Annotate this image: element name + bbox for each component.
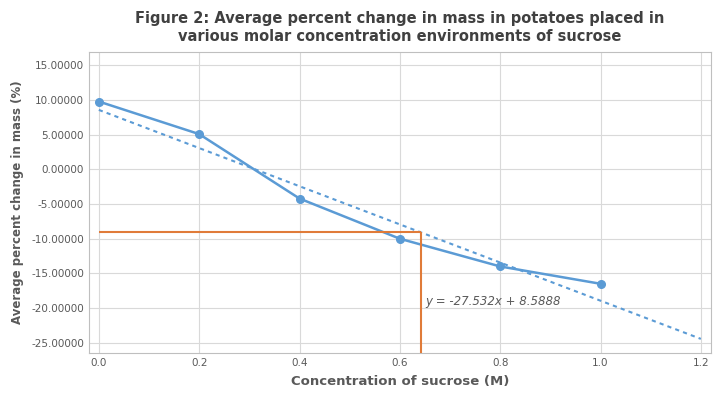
X-axis label: Concentration of sucrose (M): Concentration of sucrose (M) <box>291 375 509 388</box>
Text: y = -27.532x + 8.5888: y = -27.532x + 8.5888 <box>425 294 560 308</box>
Y-axis label: Average percent change in mass (%): Average percent change in mass (%) <box>11 81 24 324</box>
Title: Figure 2: Average percent change in mass in potatoes placed in
various molar con: Figure 2: Average percent change in mass… <box>135 11 664 43</box>
